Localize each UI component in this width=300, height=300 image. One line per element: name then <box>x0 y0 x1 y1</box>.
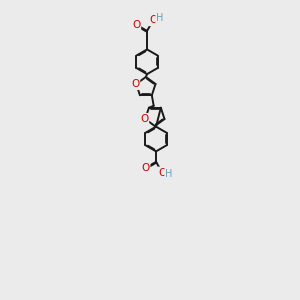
Text: H: H <box>156 13 164 23</box>
Text: O: O <box>140 114 148 124</box>
Text: O: O <box>149 15 158 25</box>
Text: H: H <box>165 169 173 179</box>
Text: O: O <box>132 20 140 30</box>
Text: O: O <box>158 168 166 178</box>
Text: O: O <box>141 163 149 173</box>
Text: O: O <box>131 79 139 89</box>
